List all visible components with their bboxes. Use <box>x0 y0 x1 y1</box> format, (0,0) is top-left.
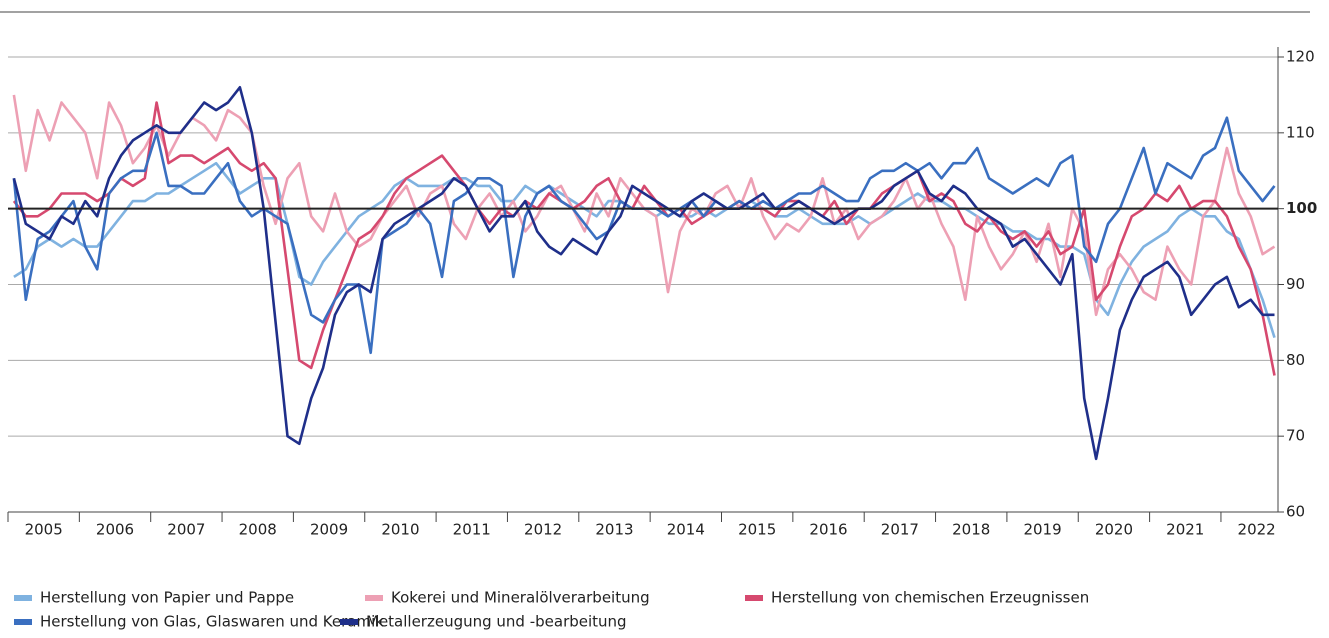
x-tick-label: 2013 <box>595 521 633 539</box>
y-tick-label: 60 <box>1286 503 1305 521</box>
legend-swatch <box>340 619 358 625</box>
legend-swatch <box>365 595 383 601</box>
legend-swatch <box>14 619 32 625</box>
y-tick-label: 110 <box>1286 123 1315 141</box>
legend-label: Herstellung von Papier und Pappe <box>40 589 294 607</box>
x-tick-label: 2022 <box>1238 521 1276 539</box>
y-tick-label: 100 <box>1286 199 1317 217</box>
x-tick-label: 2005 <box>25 521 63 539</box>
y-tick-label: 90 <box>1286 275 1305 293</box>
x-tick-label: 2008 <box>239 521 277 539</box>
legend-swatch <box>745 595 763 601</box>
x-tick-label: 2015 <box>738 521 776 539</box>
x-tick-label: 2014 <box>667 521 705 539</box>
series-line <box>12 86 1275 461</box>
legend-label: Herstellung von chemischen Erzeugnissen <box>771 589 1089 607</box>
legend-label: Kokerei und Mineralölverarbeitung <box>391 589 650 607</box>
series-line <box>12 101 1276 376</box>
x-tick-label: 2010 <box>381 521 419 539</box>
y-tick-label: 120 <box>1286 48 1315 66</box>
series-line <box>12 94 1276 317</box>
series-line <box>13 161 1276 338</box>
x-tick-label: 2018 <box>952 521 990 539</box>
legend-label: Metallerzeugung und -bearbeitung <box>366 613 627 631</box>
x-tick-label: 2017 <box>881 521 919 539</box>
x-tick-label: 2006 <box>96 521 134 539</box>
x-tick-label: 2021 <box>1166 521 1204 539</box>
x-tick-label: 2007 <box>167 521 205 539</box>
x-tick-label: 2016 <box>809 521 847 539</box>
legend-swatch <box>14 595 32 601</box>
x-tick-label: 2012 <box>524 521 562 539</box>
legend-label: Herstellung von Glas, Glaswaren und Kera… <box>40 613 384 631</box>
x-tick-label: 2020 <box>1095 521 1133 539</box>
y-tick-label: 80 <box>1286 351 1305 369</box>
x-tick-label: 2011 <box>453 521 491 539</box>
y-tick-label: 70 <box>1286 427 1305 445</box>
x-tick-label: 2009 <box>310 521 348 539</box>
x-tick-label: 2019 <box>1023 521 1061 539</box>
